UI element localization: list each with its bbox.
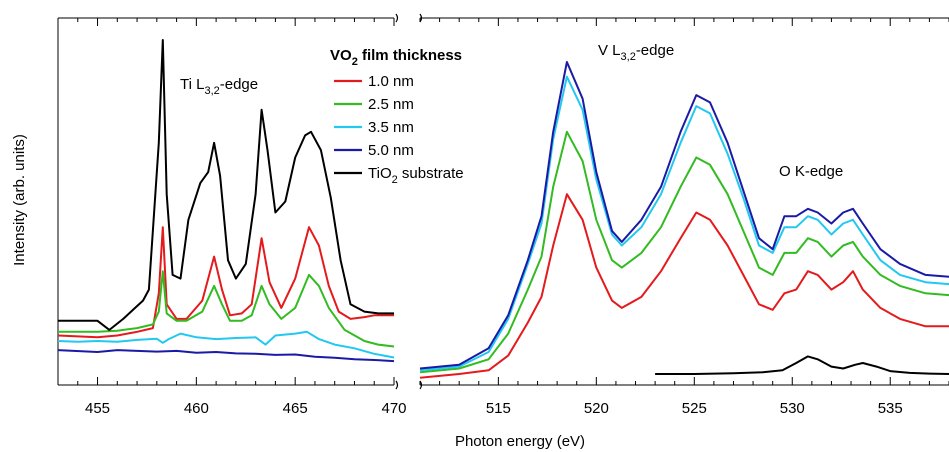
x-tick-label: 535 bbox=[878, 400, 903, 417]
legend-title-base: VO bbox=[330, 47, 352, 64]
ti-edge-label: Ti L3,2-edge bbox=[180, 76, 258, 97]
ti-edge-label-tail: -edge bbox=[220, 76, 258, 93]
x-tick-label: 455 bbox=[85, 400, 110, 417]
series-line-right-2-5-nm bbox=[419, 130, 949, 374]
series-line-left-1-0-nm bbox=[57, 226, 394, 339]
x-tick-label: 470 bbox=[381, 400, 406, 417]
right-series-lines bbox=[419, 61, 949, 379]
o-edge-label: O K-edge bbox=[779, 163, 843, 180]
series-line-left-2-5-nm bbox=[58, 270, 395, 348]
x-tick-label: 465 bbox=[283, 400, 308, 417]
legend-label: 1.0 nm bbox=[368, 73, 414, 90]
break-mark-bottom-right bbox=[419, 380, 423, 390]
series-line-right-1-0-nm bbox=[419, 193, 949, 379]
series-line-right-tio2-substrate bbox=[655, 355, 949, 375]
ti-edge-label-base: Ti L bbox=[180, 76, 204, 93]
legend-label-base: 3.5 nm bbox=[368, 119, 414, 136]
break-mark-top-right bbox=[419, 13, 423, 23]
series-line-right-5-0-nm bbox=[419, 61, 949, 370]
left-series-lines bbox=[57, 39, 395, 363]
axis-break-marks bbox=[395, 13, 423, 390]
legend-label: 5.0 nm bbox=[368, 142, 414, 159]
x-tick-label: 520 bbox=[584, 400, 609, 417]
legend-title-tail: film thickness bbox=[358, 47, 462, 64]
ti-edge-label-sub: 3,2 bbox=[204, 85, 219, 97]
legend-label-sub: 2 bbox=[392, 174, 398, 186]
x-tick-label: 460 bbox=[184, 400, 209, 417]
legend-label-base: TiO bbox=[368, 165, 392, 182]
legend: VO2 film thickness 1.0 nm2.5 nm3.5 nm5.0… bbox=[330, 47, 464, 186]
right-panel: 515 520 525 530 535 bbox=[419, 17, 949, 417]
series-line-left-3-5-nm bbox=[57, 330, 395, 359]
break-mark-top-left bbox=[395, 13, 399, 23]
legend-title-sub: 2 bbox=[352, 56, 358, 68]
left-panel: 455 460 465 470 bbox=[57, 17, 407, 417]
legend-title: VO2 film thickness bbox=[330, 47, 462, 68]
series-line-left-5-0-nm bbox=[57, 349, 395, 363]
v-edge-label-base: V L bbox=[598, 42, 621, 59]
v-edge-label-sub: 3,2 bbox=[621, 51, 636, 63]
y-axis-title: Intensity (arb. units) bbox=[11, 134, 28, 266]
v-edge-label: V L3,2-edge bbox=[598, 42, 674, 63]
series-line-left-tio2-substrate bbox=[58, 39, 394, 331]
legend-label-tail: substrate bbox=[398, 165, 464, 182]
legend-label: TiO2 substrate bbox=[368, 165, 464, 186]
right-x-ticks: 515 520 525 530 535 bbox=[419, 18, 949, 417]
x-tick-label: 530 bbox=[780, 400, 805, 417]
legend-label: 3.5 nm bbox=[368, 119, 414, 136]
x-tick-label: 515 bbox=[486, 400, 511, 417]
legend-label: 2.5 nm bbox=[368, 96, 414, 113]
left-x-ticks: 455 460 465 470 bbox=[57, 18, 407, 417]
series-line-right-3-5-nm bbox=[419, 75, 949, 372]
legend-label-base: 5.0 nm bbox=[368, 142, 414, 159]
legend-label-base: 2.5 nm bbox=[368, 96, 414, 113]
v-edge-label-tail: -edge bbox=[636, 42, 674, 59]
legend-label-base: 1.0 nm bbox=[368, 73, 414, 90]
break-mark-bottom-left bbox=[395, 380, 399, 390]
legend-entries: 1.0 nm 2.5 nm 3.5 nm 5.0 nm TiO2 substrate bbox=[334, 73, 464, 186]
x-axis-title: Photon energy (eV) bbox=[455, 433, 585, 450]
x-tick-label: 525 bbox=[682, 400, 707, 417]
